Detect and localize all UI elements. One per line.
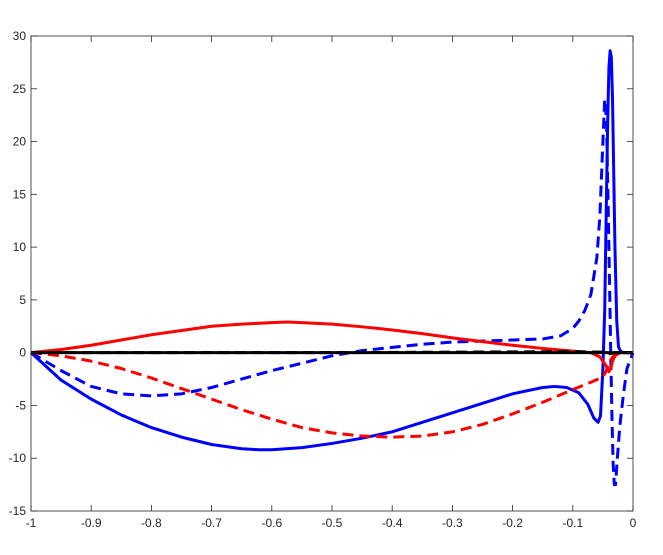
x-tick-label: -0.6	[261, 516, 282, 530]
axes-layer: -1 -0.9 -0.8 -0.7 -0.6 -0.5 -0.4 -0.3 -0.2 -0.1 0 -…	[9, 29, 637, 530]
series-line-6	[31, 350, 633, 356]
y-tick-label: -10	[9, 451, 27, 465]
x-tick-label: 0	[630, 516, 637, 530]
series-line-4	[30, 351, 633, 439]
y-tick-label: 10	[13, 240, 27, 254]
x-tick-label: -0.3	[442, 516, 463, 530]
series-layer	[29, 49, 635, 487]
series-line-3	[30, 320, 633, 374]
x-tick-label: -0.9	[81, 516, 102, 530]
y-tick-label: 15	[13, 187, 27, 201]
plot-area	[31, 36, 633, 511]
y-tick-label: -15	[9, 504, 27, 518]
y-tick-label: 5	[19, 293, 26, 307]
x-tick-label: -0.8	[141, 516, 162, 530]
x-tick-label: -0.4	[382, 516, 403, 530]
y-tick-label: 0	[19, 346, 26, 360]
x-tick-label: -0.2	[502, 516, 523, 530]
x-tick-label: -0.1	[562, 516, 583, 530]
y-tick-label: 30	[13, 29, 27, 43]
series-line-1	[29, 49, 633, 452]
y-tick-label: 20	[13, 135, 27, 149]
y-tick-label: 25	[13, 82, 27, 96]
x-tick-label: -1	[26, 516, 37, 530]
x-tick-label: -0.7	[201, 516, 222, 530]
y-tick-label: -5	[15, 398, 26, 412]
x-tick-label: -0.5	[322, 516, 343, 530]
